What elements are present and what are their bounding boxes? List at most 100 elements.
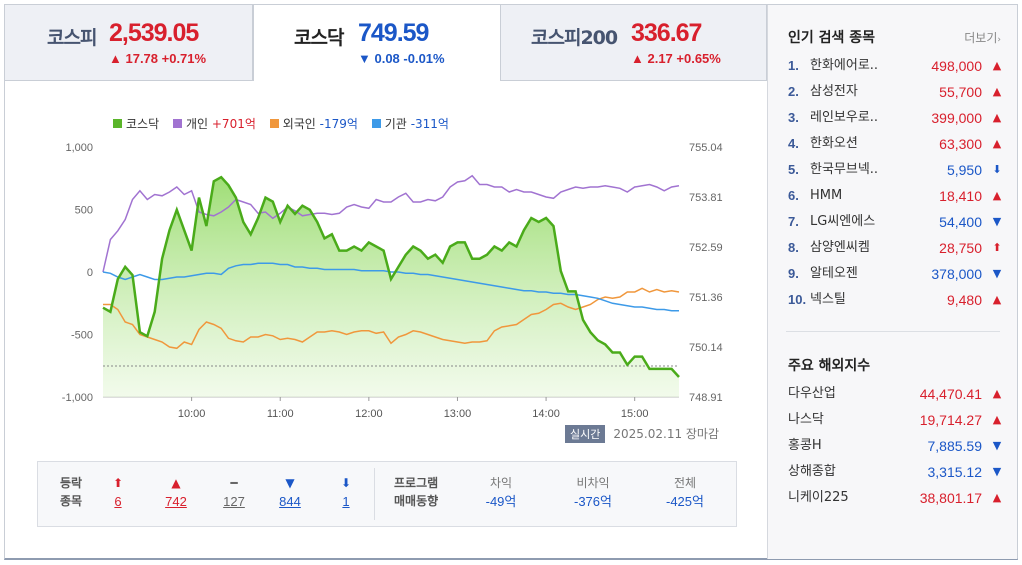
overseas-index-row[interactable]: 상해종합 3,315.12 ▼ [788,459,1004,485]
legend-institution-label: 기관 [384,117,407,131]
popular-stock-row[interactable]: 2. 삼성전자 55,700 ▲ [788,79,1004,105]
rank-number: 9. [788,266,799,281]
down-triangle-icon: ▼ [992,465,1002,478]
stat-lower-limit-count[interactable]: 1 [342,494,350,509]
x-tick-label: 13:00 [444,408,472,420]
tab-kosdaq[interactable]: 코스닥 749.59 ▼ 0.08 -0.01% [253,5,501,81]
popular-stock-row[interactable]: 10. 넥스틸 9,480 ▲ [788,287,1004,313]
stock-name[interactable]: 넥스틸 [810,292,846,307]
sidebar-divider [786,331,1000,332]
index-name[interactable]: 홍콩H [788,438,822,453]
stat-lower-limit[interactable]: ⬇ 1 [326,474,366,512]
market-main-panel: 코스피 2,539.05 ▲ 17.78 +0.71% 코스닥 749.59 ▼… [5,5,767,559]
kosdaq-area-fill [103,177,679,397]
y-left-tick-label: 500 [75,205,93,217]
stat-unchanged[interactable]: ━ 127 [214,474,254,512]
overseas-index-row[interactable]: 홍콩H 7,885.59 ▼ [788,433,1004,459]
stock-name[interactable]: 한국무브넥.. [810,162,879,177]
popular-stock-row[interactable]: 6. HMM 18,410 ▲ [788,183,1004,209]
stock-name[interactable]: 한화에어로.. [810,58,879,73]
x-tick-label: 10:00 [178,408,206,420]
popular-stock-row[interactable]: 4. 한화오션 63,300 ▲ [788,131,1004,157]
tab-kosdaq-value: 749.59 [358,19,429,47]
legend-institution-value: -311억 [410,117,449,131]
tab-kospi-change: ▲ 17.78 +0.71% [109,51,207,66]
y-right-tick-label: 751.36 [689,292,723,304]
popular-stock-row[interactable]: 1. 한화에어로.. 498,000 ▲ [788,53,1004,79]
overseas-index-row[interactable]: 니케이225 38,801.17 ▲ [788,485,1004,511]
legend-foreign-swatch [269,119,279,128]
stat-rising-count[interactable]: 742 [165,494,187,509]
down-triangle-icon: ▼ [992,439,1002,452]
y-left-tick-label: 1,000 [65,142,93,154]
stock-name[interactable]: 알테오젠 [810,266,858,281]
more-link[interactable]: 더보기› [964,29,1001,46]
legend-institution[interactable]: 기관 -311억 [371,115,449,132]
program-arbitrage: 차익 -49억 [456,474,546,512]
stock-name[interactable]: HMM [810,188,843,203]
sidebar: 인기 검색 종목 더보기› 1. 한화에어로.. 498,000 ▲ 2. 삼성전자 55… [767,5,1017,559]
legend-kosdaq-swatch [113,119,122,128]
stock-name[interactable]: 레인보우로.. [810,110,879,125]
stock-name[interactable]: 삼성전자 [810,84,858,99]
more-arrow-icon: › [997,35,1001,45]
kosdaq-intraday-chart[interactable]: 1,000 500 0 -500 -1,000 755.04 753.81 752.59 751… [35,109,745,449]
x-tick-label: 15:00 [621,408,649,420]
realtime-badge[interactable]: 실시간 [565,425,606,443]
popular-stock-row[interactable]: 7. LG씨엔에스 54,400 ▼ [788,209,1004,235]
overseas-index-row[interactable]: 나스닥 19,714.27 ▲ [788,407,1004,433]
legend-individual-value: +701억 [211,117,256,131]
stat-rising[interactable]: ▲ 742 [156,474,196,512]
stock-price: 5,950 [946,162,982,178]
popular-stock-row[interactable]: 9. 알테오젠 378,000 ▼ [788,261,1004,287]
tab-kospi200-name: 코스피200 [531,27,618,49]
x-tick-label: 12:00 [355,408,383,420]
legend-individual[interactable]: 개인 +701억 [172,115,256,132]
stock-name[interactable]: 한화오션 [810,136,858,151]
tab-kospi200[interactable]: 코스피200 336.67 ▲ 2.17 +0.65% [501,5,767,81]
program-label-top: 프로그램 [394,476,439,490]
stock-price: 9,480 [946,292,982,308]
index-name[interactable]: 다우산업 [788,386,836,401]
index-name[interactable]: 상해종합 [788,464,836,479]
stat-upper-limit[interactable]: ⬆ 6 [98,474,138,512]
stat-unchanged-count[interactable]: 127 [223,494,245,509]
more-link-label: 더보기 [964,31,998,45]
index-value: 19,714.27 [919,412,982,428]
tab-kospi200-change: ▲ 2.17 +0.65% [631,51,721,66]
tab-kospi-name: 코스피 [47,27,97,49]
double-down-arrow-icon: ⬇ [340,476,352,490]
tab-kospi[interactable]: 코스피 2,539.05 ▲ 17.78 +0.71% [5,5,253,81]
program-non-arbitrage-value: -376억 [574,494,612,509]
tab-kospi-value: 2,539.05 [109,19,199,47]
y-right-tick-label: 753.81 [689,192,723,204]
y-left-tick-label: -500 [71,330,93,342]
individual-series-line [102,174,680,273]
index-name[interactable]: 니케이225 [788,490,849,505]
market-stats-box: 등락 종목 ⬆ 6 ▲ 742 ━ 127 ▼ 844 ⬇ 1 [37,461,737,527]
stock-price: 18,410 [939,188,982,204]
stat-upper-limit-count[interactable]: 6 [114,494,122,509]
y-left-tick-label: -1,000 [62,392,93,404]
y-right-tick-label: 752.59 [689,242,723,254]
index-name[interactable]: 나스닥 [788,412,824,427]
overseas-index-row[interactable]: 다우산업 44,470.41 ▲ [788,381,1004,407]
stock-price: 63,300 [939,136,982,152]
advance-decline-label: 등락 종목 [60,474,82,510]
stock-name[interactable]: LG씨엔에스 [810,214,876,229]
legend-foreign[interactable]: 외국인 -179억 [269,115,358,132]
stat-falling-count[interactable]: 844 [279,494,301,509]
legend-kosdaq[interactable]: 코스닥 [113,115,159,132]
program-arbitrage-label: 차익 [489,476,513,490]
up-triangle-icon: ▲ [992,189,1002,202]
popular-stock-row[interactable]: 3. 레인보우로.. 399,000 ▲ [788,105,1004,131]
stock-name[interactable]: 삼양엔씨켐 [810,240,870,255]
popular-stocks-title: 인기 검색 종목 [788,30,876,46]
rank-number: 7. [788,214,799,229]
rank-number: 5. [788,162,799,177]
popular-stock-row[interactable]: 5. 한국무브넥.. 5,950 ⬇ [788,157,1004,183]
stat-falling[interactable]: ▼ 844 [270,474,310,512]
up-triangle-icon: ▲ [992,59,1002,72]
rank-number: 10. [788,292,807,307]
popular-stock-row[interactable]: 8. 삼양엔씨켐 28,750 ⬆ [788,235,1004,261]
